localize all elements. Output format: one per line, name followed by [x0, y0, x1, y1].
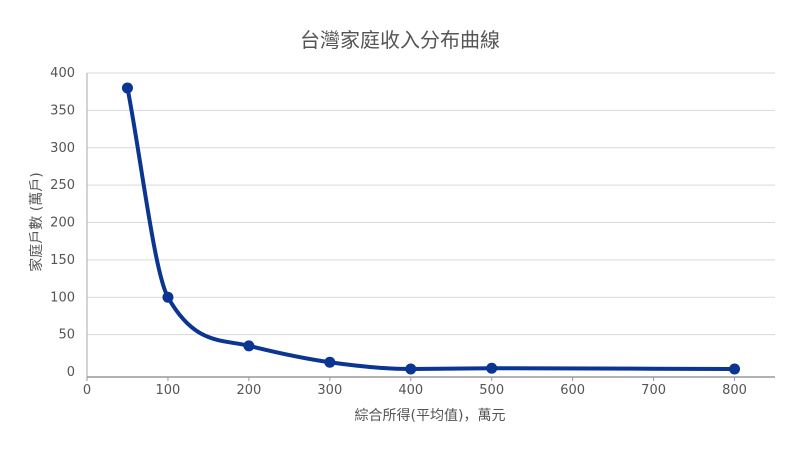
x-tick-label: 100	[156, 383, 181, 398]
y-tick-label: 350	[50, 103, 75, 118]
data-point	[405, 363, 417, 375]
y-tick-label: 50	[58, 328, 75, 343]
data-point	[243, 340, 255, 352]
data-point	[486, 362, 498, 374]
series-line	[125, 85, 737, 372]
data-point	[162, 291, 174, 303]
x-tick-label: 600	[560, 383, 585, 398]
y-tick-label: 300	[50, 141, 75, 156]
x-tick-label: 700	[641, 383, 666, 398]
x-tick-label: 400	[398, 383, 423, 398]
grid	[87, 72, 775, 336]
x-axis-label: 綜合所得(平均值)，萬元	[355, 407, 506, 424]
y-axis-label: 家庭戶數 (萬戶)	[28, 172, 45, 271]
y-tick-labels: 0 50 100 150 200 250 300 350 400	[50, 66, 75, 380]
x-tick-label: 500	[479, 383, 504, 398]
x-tick-label: 800	[722, 383, 747, 398]
y-tick-label: 150	[50, 253, 75, 268]
y-tick-label: 200	[50, 216, 75, 231]
y-tick-label: 0	[67, 365, 75, 380]
x-tick-labels: 0 100 200 300 400 500 600 700 800	[83, 383, 747, 398]
x-tick-label: 0	[83, 383, 91, 398]
chart-title: 台灣家庭收入分布曲線	[300, 28, 500, 52]
data-point	[121, 82, 133, 94]
series-layer	[121, 82, 741, 375]
x-tick-label: 200	[236, 383, 261, 398]
data-point	[324, 356, 336, 368]
axes	[86, 73, 775, 381]
data-point	[729, 363, 741, 375]
y-tick-label: 100	[50, 290, 75, 305]
y-tick-label: 400	[50, 66, 75, 81]
y-tick-label: 250	[50, 178, 75, 193]
x-tick-label: 300	[317, 383, 342, 398]
